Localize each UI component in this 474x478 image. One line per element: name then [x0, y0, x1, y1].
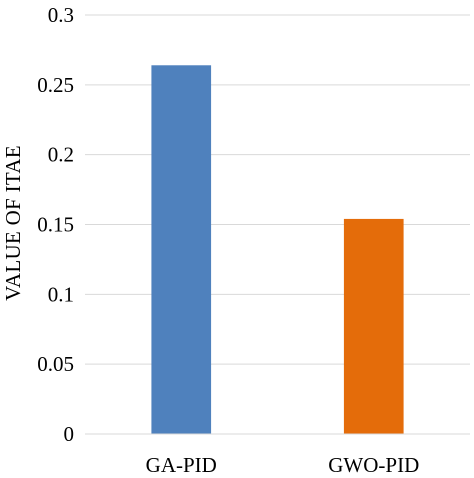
- y-tick-label: 0.25: [37, 73, 74, 97]
- x-tick-labels: GA-PID GWO-PID: [146, 453, 420, 477]
- x-tick-label: GA-PID: [146, 453, 217, 477]
- y-tick-label: 0.15: [37, 213, 74, 237]
- y-axis-title: VALUE OF ITAE: [1, 145, 25, 301]
- bar-ga-pid: [151, 65, 212, 434]
- y-tick-label: 0.05: [37, 352, 74, 376]
- x-tick-label: GWO-PID: [328, 453, 419, 477]
- y-tick-label: 0: [64, 422, 75, 446]
- y-tick-label: 0.3: [48, 3, 74, 27]
- y-tick-labels: 0 0.05 0.1 0.15 0.2 0.25 0.3: [37, 3, 74, 446]
- y-tick-label: 0.2: [48, 143, 74, 167]
- gridlines: [85, 14, 470, 365]
- bars: [151, 65, 404, 434]
- bar-gwo-pid: [343, 218, 404, 434]
- y-tick-label: 0.1: [48, 282, 74, 306]
